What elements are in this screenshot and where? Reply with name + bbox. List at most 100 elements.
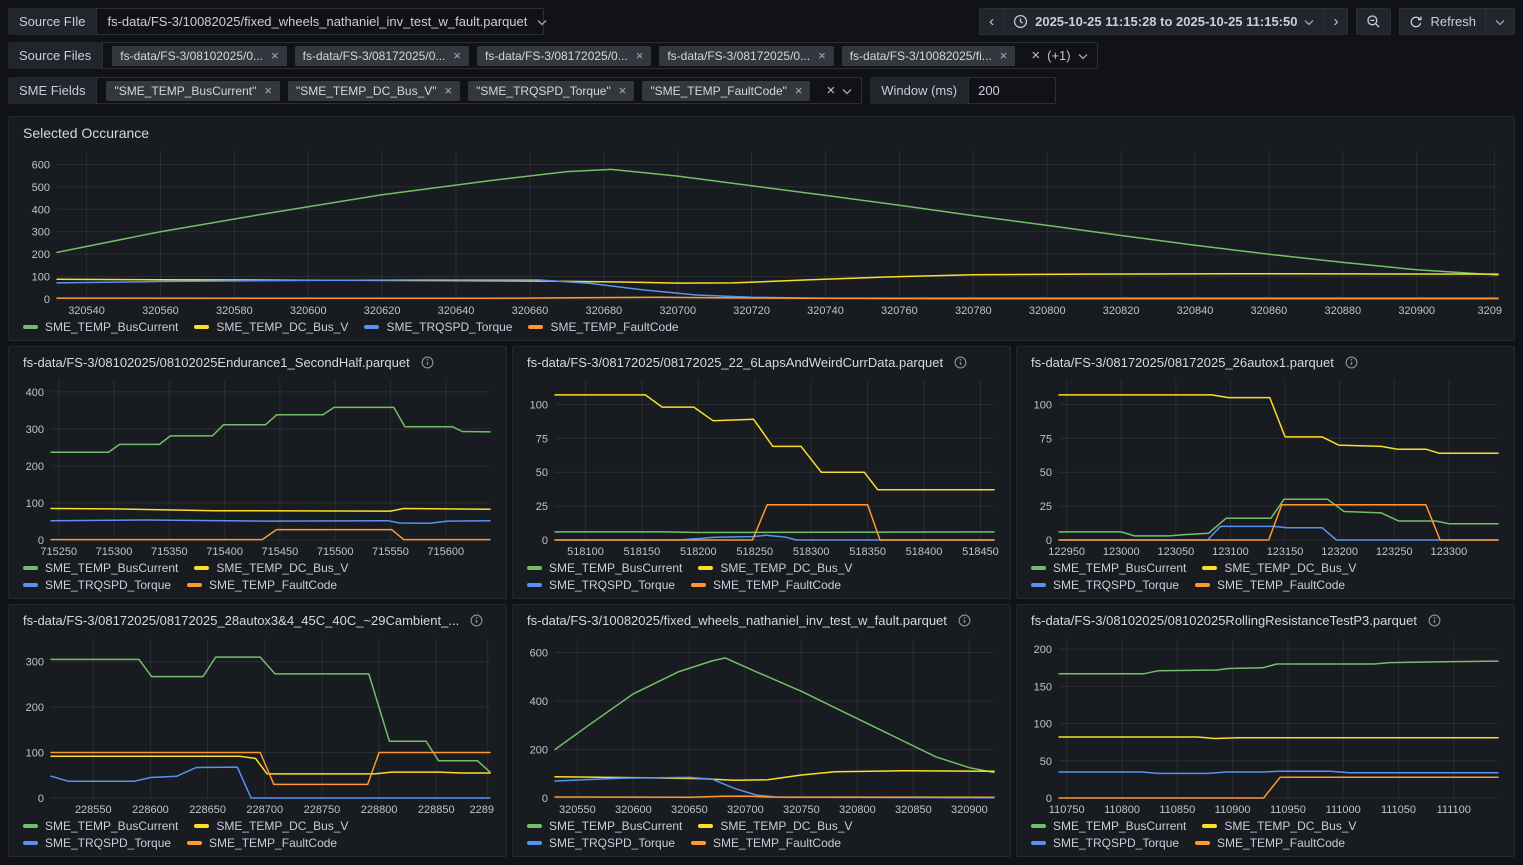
clear-all-icon[interactable]: × [1031,47,1041,64]
svg-text:110750: 110750 [1049,804,1085,816]
line-chart[interactable]: 0 50 100 150 200 110750 110800 110850 110900 1109… [1027,632,1504,818]
legend-item[interactable]: SME_TRQSPD_Torque [1031,836,1179,850]
time-back-button[interactable]: ‹ [979,8,1005,35]
legend-label: SME_TEMP_FaultCode [209,836,338,850]
svg-text:200: 200 [26,461,44,473]
time-controls: ‹ 2025-10-25 11:15:28 to 2025-10-25 11:1… [979,8,1515,35]
legend-item[interactable]: SME_TRQSPD_Torque [23,836,171,850]
legend-item[interactable]: SME_TEMP_DC_Bus_V [1202,561,1356,575]
refresh-interval-button[interactable] [1485,8,1515,35]
legend-item[interactable]: SME_TEMP_FaultCode [528,320,679,334]
svg-text:300: 300 [32,227,50,239]
legend-item[interactable]: SME_TEMP_BusCurrent [1031,561,1186,575]
remove-tag-icon[interactable]: × [271,48,279,63]
filter-tag[interactable]: fs-data/FS-3/08172025/0... × [476,45,652,66]
time-forward-button[interactable]: › [1323,8,1349,35]
legend-item[interactable]: SME_TEMP_DC_Bus_V [698,561,852,575]
svg-text:123250: 123250 [1376,546,1413,558]
svg-text:320620: 320620 [364,305,401,317]
panel-title: fs-data/FS-3/10082025/fixed_wheels_natha… [527,613,947,628]
refresh-button[interactable]: Refresh [1399,8,1486,35]
info-icon[interactable] [1428,614,1441,627]
remove-tag-icon[interactable]: × [264,83,272,98]
legend-item[interactable]: SME_TRQSPD_Torque [364,320,512,334]
source-file-select[interactable]: fs-data/FS-3/10082025/fixed_wheels_natha… [96,8,547,35]
legend-item[interactable]: SME_TEMP_FaultCode [1195,578,1345,592]
svg-text:320840: 320840 [1177,305,1214,317]
remove-tag-icon[interactable]: × [818,48,826,63]
legend-item[interactable]: SME_TEMP_FaultCode [187,578,337,592]
legend-item[interactable]: SME_TEMP_BusCurrent [1031,819,1186,833]
clear-all-icon[interactable]: × [826,82,836,99]
legend-item[interactable]: SME_TEMP_BusCurrent [527,561,682,575]
zoom-out-button[interactable] [1356,8,1392,35]
legend-swatch [1195,583,1211,587]
legend-item[interactable]: SME_TEMP_FaultCode [691,578,841,592]
info-icon[interactable] [421,356,434,369]
legend-item[interactable]: SME_TEMP_DC_Bus_V [194,320,348,334]
filter-tag[interactable]: fs-data/FS-3/10082025/fi... × [841,45,1016,66]
legend-item[interactable]: SME_TEMP_DC_Bus_V [1202,819,1356,833]
legend-item[interactable]: SME_TEMP_FaultCode [691,836,841,850]
legend-item[interactable]: SME_TEMP_BusCurrent [23,819,178,833]
remove-tag-icon[interactable]: × [453,48,461,63]
svg-text:0: 0 [542,535,548,547]
legend-item[interactable]: SME_TRQSPD_Torque [527,578,675,592]
filter-tag-label: fs-data/FS-3/08172025/0... [484,48,628,63]
line-chart[interactable]: 0 100 200 300 400 715250 715300 715350 715400 715… [19,374,496,560]
more-tags-badge[interactable]: (+1) [1047,48,1071,63]
svg-text:100: 100 [1034,719,1052,731]
legend-item[interactable]: SME_TRQSPD_Torque [527,836,675,850]
filter-tag[interactable]: "SME_TEMP_FaultCode" × [642,80,811,101]
filter-tag-label: "SME_TEMP_DC_Bus_V" [295,83,437,98]
info-icon[interactable] [958,614,971,627]
legend-item[interactable]: SME_TRQSPD_Torque [23,578,171,592]
legend-swatch [23,325,38,329]
remove-tag-icon[interactable]: × [618,83,627,98]
filter-tag[interactable]: "SME_TRQSPD_Torque" × [468,80,635,101]
chevron-down-icon[interactable] [1078,48,1088,63]
filter-tag[interactable]: "SME_TEMP_DC_Bus_V" × [287,80,461,101]
legend-item[interactable]: SME_TEMP_BusCurrent [527,819,682,833]
svg-text:715250: 715250 [40,546,77,558]
legend-item[interactable]: SME_TEMP_BusCurrent [23,561,178,575]
refresh-label: Refresh [1430,14,1476,29]
filter-tag[interactable]: "SME_TEMP_BusCurrent" × [106,80,280,101]
filter-tag[interactable]: fs-data/FS-3/08102025/0... × [112,45,287,66]
legend-item[interactable]: SME_TEMP_FaultCode [187,836,337,850]
remove-tag-icon[interactable]: × [999,48,1008,63]
line-chart[interactable]: 0 200 400 600 320550 320600 320650 320700 320750… [523,632,1000,818]
line-chart[interactable]: 0 100 200 300 400 500 600 320540 320560 320580 320… [19,145,1504,319]
legend-label: SME_TRQSPD_Torque [1053,836,1180,850]
info-icon[interactable] [954,356,967,369]
svg-text:300: 300 [26,657,44,669]
legend-swatch [23,824,38,828]
chevron-down-icon[interactable] [842,83,852,98]
legend-label: SME_TEMP_BusCurrent [45,561,179,575]
legend-item[interactable]: SME_TEMP_BusCurrent [23,320,178,334]
window-ms-input[interactable] [968,77,1057,104]
info-icon[interactable] [1345,356,1358,369]
legend-item[interactable]: SME_TEMP_DC_Bus_V [698,819,852,833]
legend-label: SME_TEMP_DC_Bus_V [720,561,853,575]
legend-item[interactable]: SME_TRQSPD_Torque [1031,578,1179,592]
time-range-button[interactable]: 2025-10-25 11:15:28 to 2025-10-25 11:15:… [1003,8,1325,35]
legend-item[interactable]: SME_TEMP_DC_Bus_V [194,819,348,833]
line-chart[interactable]: 0 100 200 300 228550 228600 228650 228700 228750… [19,632,496,818]
legend-swatch [1031,824,1046,828]
filter-tag[interactable]: fs-data/FS-3/08172025/0... × [659,45,834,66]
sme-fields-clear-group: × [826,83,852,98]
info-icon[interactable] [470,614,483,627]
line-chart[interactable]: 0 25 50 75 100 518100 518150 518200 518250 518300… [523,374,1000,560]
legend-item[interactable]: SME_TEMP_FaultCode [1195,836,1345,850]
filter-tag[interactable]: fs-data/FS-3/08172025/0... × [294,45,469,66]
remove-tag-icon[interactable]: × [444,83,453,98]
remove-tag-icon[interactable]: × [635,48,644,63]
source-files-label: Source Files [8,42,103,69]
svg-text:320850: 320850 [895,804,932,816]
svg-text:320700: 320700 [659,305,696,317]
source-file-label: Source FIle [8,8,97,35]
legend-item[interactable]: SME_TEMP_DC_Bus_V [194,561,348,575]
remove-tag-icon[interactable]: × [794,83,803,98]
line-chart[interactable]: 0 25 50 75 100 122950 123000 123050 123100 123150… [1027,374,1504,560]
